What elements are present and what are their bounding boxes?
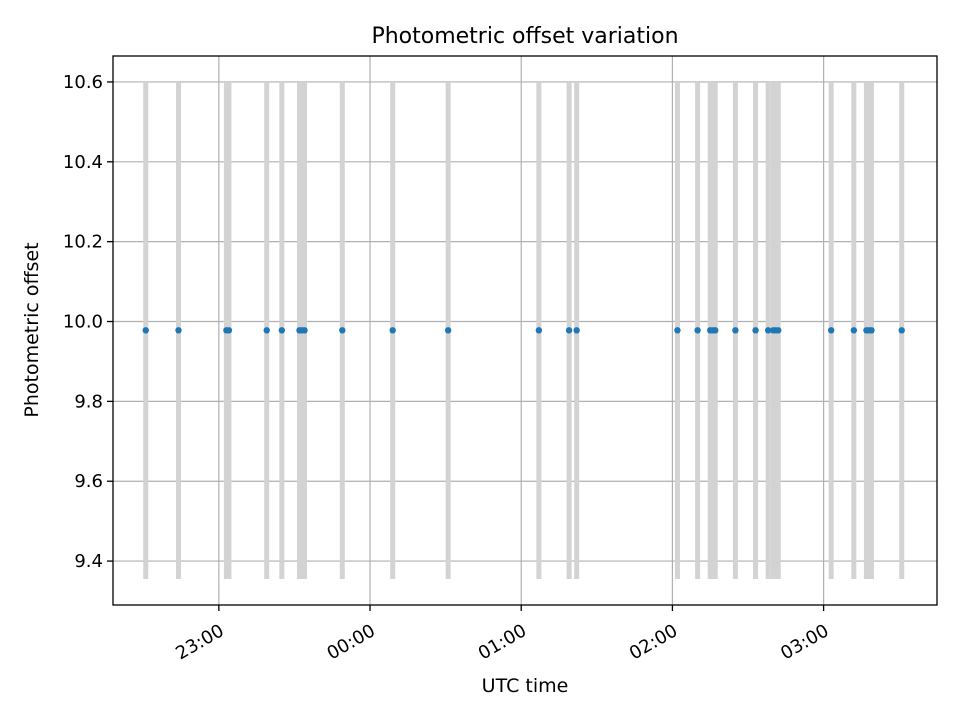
data-point — [142, 327, 149, 334]
data-points — [142, 327, 905, 334]
data-point — [535, 327, 543, 334]
y-tick-label: 10.4 — [63, 152, 103, 173]
y-tick-label: 10.0 — [63, 312, 103, 333]
y-tick-label: 10.6 — [63, 72, 103, 93]
chart-title: Photometric offset variation — [371, 24, 678, 49]
data-point — [278, 327, 286, 334]
grid — [113, 56, 937, 605]
data-point — [712, 327, 719, 334]
data-point — [339, 327, 346, 334]
x-axis-label: UTC time — [482, 675, 569, 697]
data-point — [850, 327, 858, 334]
data-point — [752, 327, 759, 334]
y-tick-label: 9.6 — [74, 471, 103, 492]
data-point — [175, 327, 182, 334]
data-point — [827, 327, 835, 334]
y-axis-label: Photometric offset — [21, 242, 43, 417]
data-point — [775, 327, 782, 334]
data-point — [898, 327, 905, 334]
data-point — [694, 327, 701, 334]
data-point — [565, 327, 573, 334]
plot-frame — [112, 55, 938, 606]
data-point — [444, 327, 452, 334]
data-point — [573, 327, 580, 334]
y-tick-label: 10.2 — [63, 232, 103, 253]
data-point — [301, 327, 308, 334]
data-point — [732, 327, 739, 334]
data-point — [263, 327, 270, 334]
data-point — [225, 327, 233, 334]
data-point — [868, 327, 875, 334]
y-tick-label: 9.4 — [74, 551, 103, 572]
data-point — [389, 327, 396, 334]
data-point — [674, 327, 681, 334]
data-point — [764, 327, 772, 334]
y-tick-label: 9.8 — [74, 391, 103, 412]
